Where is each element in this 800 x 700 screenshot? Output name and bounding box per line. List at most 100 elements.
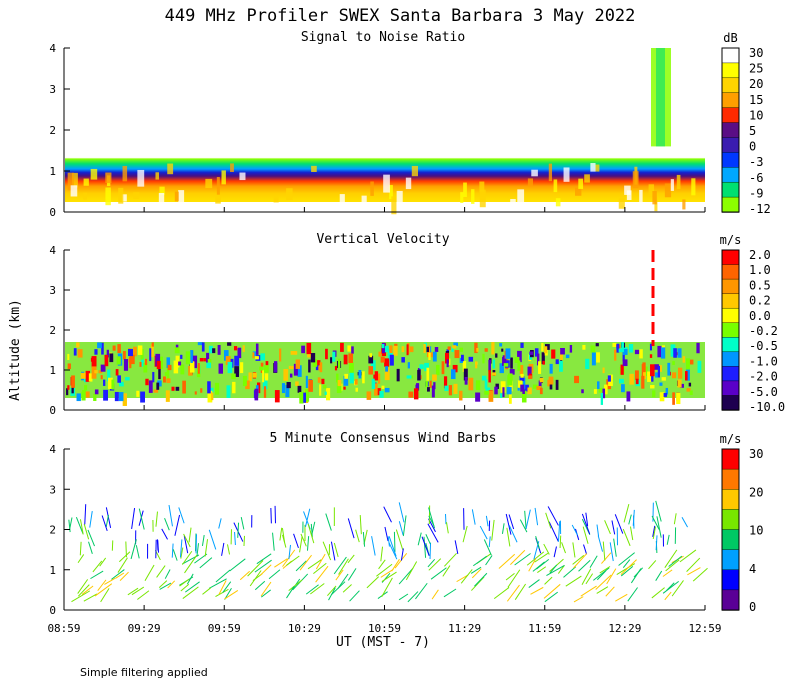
- velocity-cell: [429, 380, 432, 388]
- velocity-cell: [348, 362, 354, 373]
- velocity-cell: [177, 361, 182, 366]
- plot-area: [65, 48, 705, 215]
- velocity-cell: [167, 364, 172, 371]
- wind-barb: [628, 514, 632, 525]
- wind-barb: [652, 526, 656, 540]
- velocity-cell: [677, 367, 683, 379]
- wind-barb: [506, 527, 511, 547]
- velocity-cell: [443, 376, 448, 389]
- y-tick-label: 0: [49, 206, 56, 219]
- velocity-cell: [384, 358, 390, 367]
- velocity-cell: [426, 367, 430, 381]
- velocity-cell: [502, 387, 505, 398]
- wind-barb: [398, 521, 404, 536]
- velocity-cell: [355, 387, 358, 392]
- wind-barb: [215, 569, 231, 583]
- wind-barb: [69, 517, 73, 530]
- wind-barb: [256, 553, 272, 565]
- velocity-cell: [596, 352, 600, 363]
- velocity-cell: [91, 366, 97, 379]
- velocity-cell: [559, 360, 563, 372]
- wind-barb: [444, 552, 457, 567]
- velocity-cell: [116, 356, 121, 365]
- velocity-cell: [425, 381, 428, 388]
- wind-barb: [137, 590, 150, 600]
- wind-barb: [111, 569, 125, 580]
- velocity-cell: [66, 388, 69, 396]
- wind-barb: [75, 516, 84, 535]
- wind-barb: [530, 586, 544, 595]
- velocity-cell: [100, 364, 106, 372]
- velocity-cell: [197, 363, 200, 374]
- wind-barb: [333, 556, 347, 575]
- wind-barb: [184, 581, 200, 593]
- wind-barb: [224, 590, 239, 600]
- velocity-cell: [84, 385, 88, 391]
- colorbar-segment: [721, 264, 740, 280]
- velocity-cell: [295, 381, 299, 387]
- velocity-cell: [103, 389, 108, 401]
- velocity-cell: [212, 348, 216, 354]
- velocity-cell: [166, 357, 171, 369]
- wind-barb: [620, 559, 637, 575]
- wind-barb: [417, 532, 422, 546]
- wind-barb: [196, 543, 200, 557]
- velocity-cell: [485, 387, 491, 393]
- wind-barb: [381, 571, 397, 582]
- velocity-cell: [650, 364, 655, 377]
- velocity-cell: [408, 391, 414, 398]
- wind-barb: [442, 565, 451, 577]
- colorbar-segment: [721, 167, 740, 183]
- velocity-cell: [158, 367, 161, 380]
- wind-barb: [428, 515, 435, 526]
- colorbar-label: 30: [749, 447, 763, 461]
- velocity-cell: [468, 356, 474, 362]
- wind-barb: [565, 575, 582, 587]
- velocity-cell: [299, 392, 304, 404]
- wind-barb: [505, 572, 515, 581]
- wind-barb: [491, 519, 495, 541]
- wind-barb: [548, 521, 559, 542]
- wind-barb: [507, 569, 521, 588]
- velocity-cell: [520, 342, 524, 348]
- colorbar-segment: [721, 92, 740, 109]
- wind-barb: [195, 533, 197, 552]
- velocity-cell: [348, 353, 354, 363]
- velocity-cell: [137, 345, 143, 355]
- wind-barb: [460, 569, 473, 584]
- colorbar-segment: [721, 137, 740, 154]
- snr-cell: [555, 198, 561, 207]
- wind-barb: [84, 504, 87, 525]
- wind-barb: [535, 536, 541, 550]
- velocity-cell: [547, 379, 550, 387]
- velocity-cell: [582, 344, 586, 350]
- snr-cell: [70, 185, 78, 197]
- velocity-cell: [175, 386, 180, 391]
- snr-cell: [626, 190, 632, 200]
- snr-cell: [648, 184, 655, 198]
- colorbar-segment: [721, 181, 740, 198]
- velocity-cell: [227, 342, 232, 346]
- wind-barb: [204, 539, 209, 557]
- snr-cell: [215, 196, 221, 204]
- velocity-cell: [85, 370, 91, 382]
- wind-barb: [119, 571, 129, 582]
- velocity-cell: [380, 356, 385, 363]
- y-tick-label: 4: [49, 244, 56, 257]
- velocity-cell: [459, 390, 463, 401]
- snr-cell: [463, 182, 467, 197]
- wind-barb: [125, 541, 127, 558]
- velocity-cell: [163, 376, 166, 383]
- velocity-cell: [569, 345, 573, 353]
- velocity-cell: [604, 384, 608, 395]
- velocity-cell: [192, 355, 198, 369]
- wind-barb: [310, 583, 325, 595]
- snr-cell: [133, 192, 140, 199]
- wind-barb: [79, 541, 82, 556]
- velocity-cell: [499, 343, 503, 347]
- velocity-cell: [475, 380, 481, 391]
- wind-barb: [328, 587, 336, 601]
- snr-cell: [632, 171, 639, 189]
- wind-barb: [553, 546, 557, 558]
